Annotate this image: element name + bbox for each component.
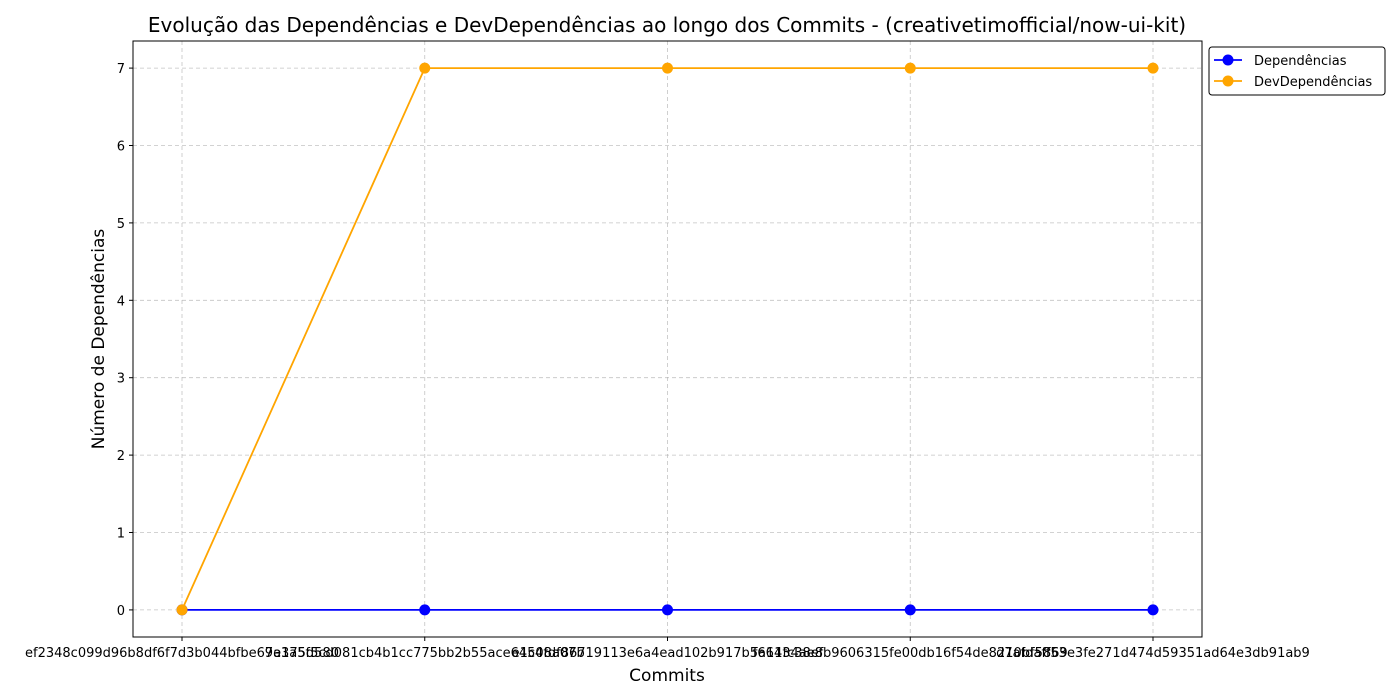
x-tick-label: d7afdaff53e3fe271d474d59351ad64e3db91ab9 [996, 646, 1310, 661]
legend: Dependências DevDependências [1208, 46, 1386, 96]
y-tick-label: 6 [117, 139, 125, 154]
legend-item: DevDependências [1214, 75, 1372, 90]
series-layer [176, 62, 1159, 616]
y-tick-label: 7 [117, 62, 125, 77]
legend-marker [1222, 54, 1234, 66]
y-axis-label: Número de Dependências [89, 229, 109, 450]
x-tick-label: ef2348c099d96b8df6f7d3b044bfbe67e175d580 [25, 646, 339, 661]
y-tick-label: 4 [117, 294, 125, 309]
x-tick-label: f66434ae8b9606315fe00db16f54de8210bf5869 [753, 646, 1068, 661]
series-devdependencias [176, 62, 1159, 616]
legend-box [1208, 46, 1386, 96]
data-point [904, 604, 916, 616]
y-tick-label: 2 [117, 449, 125, 464]
chart-title: Evolução das Dependências e DevDependênc… [148, 13, 1186, 37]
axis-ticks: 0 1 2 3 4 5 6 7 ef2348c099d96b8df6f7d3b044bfbe67… [25, 62, 1310, 661]
data-point [904, 62, 916, 74]
y-tick-label: 1 [117, 527, 125, 542]
data-point [662, 62, 673, 74]
y-tick-label: 3 [117, 372, 125, 387]
x-tick-label: e1c4fdf86719113e6a4ead102b917b5a11fc38ef [512, 646, 824, 661]
y-tick-label: 0 [117, 604, 125, 619]
grid [133, 41, 1202, 637]
legend-label: DevDependências [1254, 75, 1372, 90]
data-point [419, 62, 431, 74]
x-axis-label: Commits [629, 666, 705, 686]
data-point [1147, 604, 1159, 616]
data-point [176, 604, 188, 616]
data-point [419, 604, 431, 616]
data-point [1147, 62, 1159, 74]
data-point [662, 604, 673, 616]
legend-item: Dependências [1214, 54, 1347, 69]
y-tick-label: 5 [117, 217, 125, 232]
legend-marker [1222, 75, 1234, 87]
x-tick-label: 9a3a5f5cd081cb4b1cc775bb2b55ace64508a07b [265, 646, 585, 661]
legend-label: Dependências [1254, 54, 1347, 69]
series-dependencias [176, 604, 1159, 616]
